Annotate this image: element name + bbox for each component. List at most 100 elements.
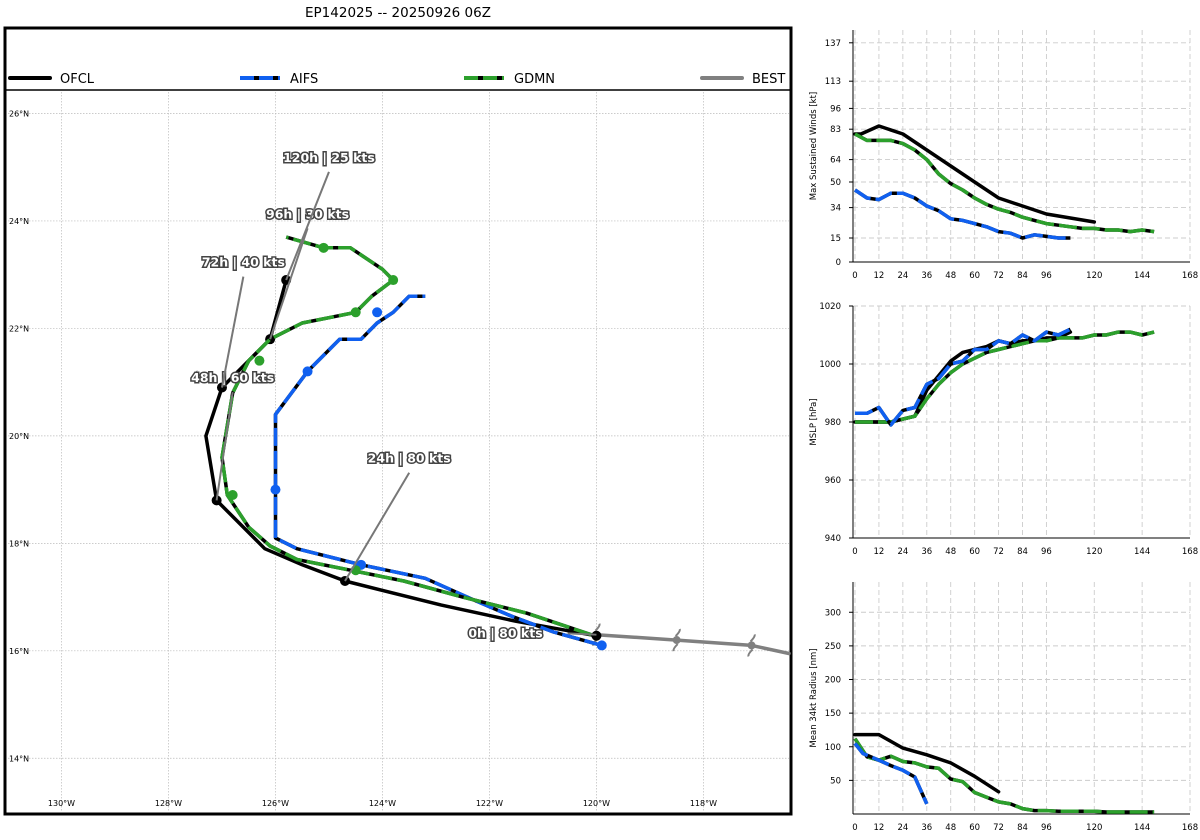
forecast-annotation: 48h | 60 kts: [190, 369, 276, 501]
aifs-marker: [596, 640, 607, 651]
track-ofcl: [853, 330, 1073, 424]
annotation-label: 120h | 25 kts: [283, 150, 375, 165]
y-tick-label: 150: [825, 709, 841, 719]
annotation-leader: [215, 392, 234, 501]
map-lon-tick-label: 122°W: [476, 799, 503, 808]
track-ofcl: [853, 124, 1097, 224]
track-ofcl: [853, 732, 1001, 794]
y-tick-label: 64: [830, 156, 841, 166]
map-lon-tick-label: 120°W: [583, 799, 610, 808]
storm-symbol-arm: [749, 633, 756, 643]
x-tick-label: 48: [945, 271, 956, 281]
annotation-leader: [220, 276, 245, 388]
x-tick-label: 84: [1017, 271, 1028, 281]
timeseries-panel-2: 0 12 24 36 48 60 72 84 96 120 144 168 940 960 980 1000 1…: [809, 302, 1198, 557]
gdmn-line: [220, 235, 592, 637]
map-lon-tick-label: 124°W: [369, 799, 396, 808]
annotation-label: 48h | 60 kts: [191, 370, 274, 385]
x-tick-label: 84: [1017, 547, 1028, 557]
x-tick-label: 60: [969, 271, 980, 281]
annotation-label: 0h | 80 kts: [468, 625, 542, 640]
x-tick-label: 96: [1041, 547, 1052, 557]
x-tick-label: 48: [945, 547, 956, 557]
x-tick-label: 24: [897, 547, 908, 557]
x-tick-label: 48: [945, 823, 956, 833]
annotation-label: 72h | 40 kts: [202, 255, 285, 270]
map-lat-tick-label: 22°N: [9, 324, 29, 333]
x-tick-label: 120: [1086, 547, 1102, 557]
track-aifs: [853, 742, 929, 805]
ofcl-line: [853, 732, 1001, 794]
y-axis-title: Mean 34kt Radius [nm]: [809, 648, 819, 747]
y-tick-label: 0: [836, 258, 841, 268]
y-tick-label: 1000: [819, 360, 841, 370]
ofcl-line: [204, 278, 599, 638]
x-tick-label: 84: [1017, 823, 1028, 833]
y-tick-label: 200: [825, 676, 841, 686]
x-tick-label: 12: [874, 271, 885, 281]
annotation-leader: [344, 472, 411, 582]
storm-symbol: [747, 633, 756, 657]
storm-symbol-arm: [672, 643, 679, 652]
annotation-label: 24h | 80 kts: [368, 451, 451, 466]
track-aifs: [270, 294, 607, 651]
forecast-annotation: 24h | 80 kts: [344, 449, 452, 582]
storm-symbol: [672, 628, 681, 652]
best-line: [594, 632, 791, 656]
x-tick-label: 36: [921, 547, 932, 557]
y-tick-label: 1020: [819, 302, 841, 312]
map-lat-tick-label: 24°N: [9, 217, 29, 226]
x-tick-label: 120: [1086, 271, 1102, 281]
aifs-marker: [270, 484, 281, 495]
x-tick-label: 24: [897, 271, 908, 281]
x-tick-label: 36: [921, 271, 932, 281]
y-tick-label: 137: [825, 39, 841, 49]
map-lon-tick-label: 128°W: [155, 799, 182, 808]
legend-label: AIFS: [290, 72, 318, 87]
gdmn-line-base: [855, 330, 1155, 424]
gdmn-marker: [318, 242, 329, 253]
gdmn-line-base: [854, 132, 1155, 234]
figure-title: EP142025 -- 20250926 06Z: [305, 5, 491, 21]
map-frame: [3, 26, 793, 816]
x-tick-label: 168: [1182, 823, 1198, 833]
x-tick-label: 96: [1041, 271, 1052, 281]
y-tick-label: 50: [830, 178, 841, 188]
map-lon-tick-label: 118°W: [690, 799, 717, 808]
aifs-line-base: [855, 327, 1072, 427]
ofcl-line: [853, 330, 1073, 424]
aifs-line: [855, 327, 1072, 427]
legend-item-gdmn: GDMN: [464, 72, 555, 87]
forecast-annotation: 96h | 30 kts: [265, 205, 351, 340]
gdmn-line: [855, 330, 1155, 424]
track-aifs: [854, 188, 1071, 240]
aifs-marker: [372, 307, 383, 318]
x-tick-label: 144: [1134, 271, 1150, 281]
y-tick-label: 100: [825, 743, 841, 753]
map-lat-tick-label: 14°N: [9, 754, 29, 763]
legend-item-ofcl: OFCL: [8, 72, 95, 87]
annotation-leader: [285, 171, 330, 281]
x-tick-label: 12: [874, 547, 885, 557]
x-tick-label: 120: [1086, 823, 1102, 833]
y-tick-label: 940: [825, 534, 841, 544]
gdmn-line: [853, 737, 1155, 814]
x-tick-label: 96: [1041, 823, 1052, 833]
aifs-line: [853, 742, 929, 805]
storm-symbol-core: [672, 636, 681, 645]
x-tick-label: 0: [852, 271, 857, 281]
y-axis-title: MSLP [hPa]: [809, 398, 819, 445]
x-tick-label: 36: [921, 823, 932, 833]
gdmn-marker: [350, 307, 361, 318]
gdmn-marker: [388, 275, 399, 286]
y-tick-label: 96: [830, 104, 841, 114]
x-tick-label: 168: [1182, 547, 1198, 557]
annotation-leader: [567, 632, 597, 636]
x-tick-label: 0: [852, 547, 857, 557]
gdmn-marker: [254, 355, 265, 366]
legend-label: BEST: [752, 72, 785, 87]
ofcl-marker: [591, 630, 602, 641]
legend-item-aifs: AIFS: [240, 72, 318, 87]
y-tick-label: 83: [830, 125, 841, 135]
